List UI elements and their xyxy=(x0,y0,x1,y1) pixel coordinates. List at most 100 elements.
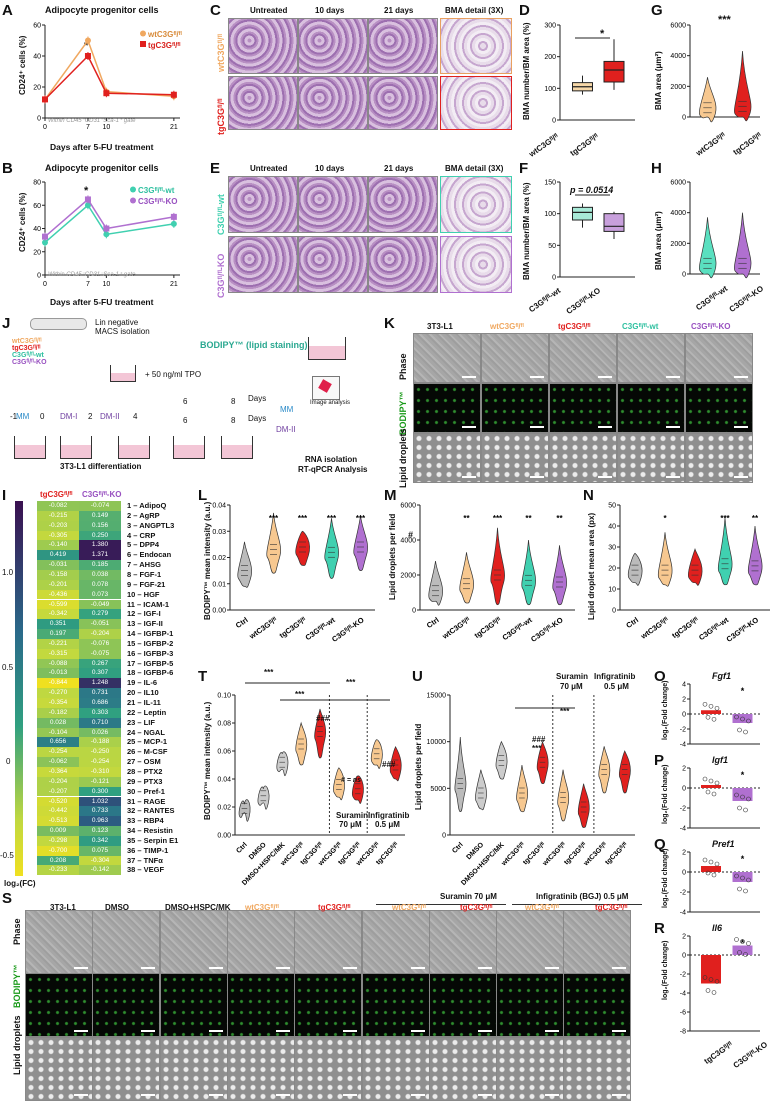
heatmap-cell: -0.201 xyxy=(37,579,79,590)
chart-t-ytick-label: 0.00 xyxy=(217,833,231,840)
s-image-bodipy xyxy=(92,973,161,1038)
chart-l-violin xyxy=(237,541,252,588)
chart-a-xtick-label: 21 xyxy=(170,124,178,131)
heatmap-row: -0.215 0.149 2 – AgRP xyxy=(37,510,160,521)
chart-h-ytick-label: 4000 xyxy=(670,210,686,217)
plate-well-icon xyxy=(308,337,346,360)
chart-f-ylabel: BMA number/BM area (%) xyxy=(522,182,531,281)
s-image-lipid xyxy=(361,1036,430,1101)
chart-o-ylabel: log₂(Fold change) xyxy=(662,680,669,741)
heatmap-row: 0.656 -0.188 25 – MCP-1 xyxy=(37,737,167,748)
chart-p-point xyxy=(711,791,717,797)
chart-p-point xyxy=(702,776,708,782)
chart-b-point xyxy=(42,239,48,246)
chart-p-bar xyxy=(701,785,721,788)
s-image-bodipy xyxy=(226,973,295,1038)
chart-b-point xyxy=(42,233,48,240)
chart-p-ytick-label: -4 xyxy=(680,826,686,833)
chart-a-title: Adipocyte progenitor cells xyxy=(45,5,159,15)
heatmap-cell: -0.298 xyxy=(37,835,79,846)
chart-p-ytick-label: -2 xyxy=(680,806,686,813)
heatmap-cell: -0.254 xyxy=(37,747,79,758)
j-t-7: 6 xyxy=(183,416,188,425)
chart-t-xtick-label: Ctrl xyxy=(235,841,249,855)
k-col-4: C3Gᶠˡ/ᶠˡ-wt xyxy=(622,322,659,331)
chart-a-legend-wt: wtC3Gᶠˡ/ᶠˡ xyxy=(148,30,182,39)
chart-t-ylabel: BODIPY™ mean intensity (a.u.) xyxy=(203,701,212,820)
panel-label-n: N xyxy=(583,487,594,504)
scale-bar xyxy=(612,1030,627,1033)
heatmap-cell: 0.686 xyxy=(79,698,121,708)
heatmap-gene-label: 29 – PTX3 xyxy=(127,776,163,786)
j-t-8: 8 xyxy=(231,416,236,425)
chart-h-ytick-label: 6000 xyxy=(670,180,686,187)
heatmap-gene-label: 3 – ANGPTL3 xyxy=(127,520,175,530)
heatmap-cell: 0.351 xyxy=(37,619,79,630)
heatmap-gene-label: 12 – IGF-I xyxy=(127,609,161,619)
s-image-bodipy xyxy=(428,973,497,1038)
chart-f-ytick-label: 100 xyxy=(544,211,556,218)
heatmap-cell: -0.140 xyxy=(37,540,79,551)
heatmap-cell: -0.844 xyxy=(37,678,79,689)
chart-u-ytick-label: 5000 xyxy=(430,786,446,793)
i-scale-4: -0.5 xyxy=(0,851,14,860)
chart-n-violin xyxy=(717,517,733,586)
panel-label-r: R xyxy=(654,920,665,937)
scale-bar xyxy=(462,476,476,478)
chart-a-ytick-label: 40 xyxy=(33,54,41,61)
chart-n-violin xyxy=(657,532,673,587)
heatmap-cell: 0.419 xyxy=(37,550,79,561)
chart-t-violin xyxy=(314,708,326,759)
chart-m-xtick-label: C3Gᶠˡ/ᶠˡ-wt xyxy=(501,615,534,642)
s-image-lipid xyxy=(428,1036,497,1101)
heatmap-cell: 1.380 xyxy=(79,540,121,551)
heatmap-cell: -0.188 xyxy=(79,737,121,748)
culture-dish-icon xyxy=(173,436,205,459)
heatmap-row: -0.298 0.342 35 – Serpin E1 xyxy=(37,835,178,846)
heatmap-row: -0.088 0.267 17 – IGFBP-5 xyxy=(37,658,173,669)
chart-b-point xyxy=(170,213,177,220)
chart-n-ytick-label: 20 xyxy=(608,566,616,573)
heatmap-gene-label: 13 – IGF-II xyxy=(127,619,163,629)
chart-n-ytick-label: 50 xyxy=(608,503,616,510)
chart-t-stars-3: *** xyxy=(346,678,356,687)
chart-d-ytick-label: 0 xyxy=(552,118,556,125)
scale-bar xyxy=(598,476,612,478)
s-image-lipid xyxy=(294,1036,363,1101)
heatmap-cell: 0.123 xyxy=(79,826,121,836)
heatmap-gene-label: 18 – IGFBP-6 xyxy=(127,668,174,678)
heatmap-cell: 0.279 xyxy=(79,609,121,620)
culture-dish-icon xyxy=(60,436,92,459)
heatmap-cell: -0.088 xyxy=(37,658,79,669)
chart-b-ytick-label: 0 xyxy=(37,273,41,280)
panel-label-k: K xyxy=(384,315,395,332)
heatmap-cell: -0.207 xyxy=(37,786,79,797)
image-analysis-icon xyxy=(312,376,340,400)
chart-b-legend-ko: C3Gᶠˡ/ᶠˡ-KO xyxy=(138,197,178,206)
chart-p-ytick-label: 0 xyxy=(682,786,686,793)
chart-u-violin xyxy=(475,769,487,811)
j-img: Image analysis xyxy=(310,400,351,406)
heatmap-row: 0.009 0.123 34 – Resistin xyxy=(37,826,173,836)
chart-f-ytick-label: 50 xyxy=(548,243,556,250)
chart-g-ylabel: BMA area (μm²) xyxy=(654,51,663,110)
heatmap-row: 0.419 1.371 6 – Endocan xyxy=(37,550,171,561)
chart-u-sur: Suramin xyxy=(556,672,589,681)
e-micrograph-ko-10d xyxy=(298,236,368,293)
heatmap-cell: 0.208 xyxy=(37,855,79,866)
heatmap-cell: 0.731 xyxy=(79,688,121,698)
heatmap-row: -0.031 0.185 7 – AHSG xyxy=(37,560,161,570)
heatmap-gene-label: 19 – IL-6 xyxy=(127,678,158,688)
heatmap-cell: -0.082 xyxy=(37,501,79,511)
heatmap-gene-label: 32 – RANTES xyxy=(127,806,175,816)
chart-r-ytick-label: -2 xyxy=(680,972,686,979)
s-image-phase xyxy=(496,910,565,974)
scale-bar xyxy=(612,967,627,969)
chart-g-ytick-label: 6000 xyxy=(670,23,686,30)
heatmap-cell: 0.009 xyxy=(37,826,79,836)
chart-q-bar xyxy=(732,872,753,882)
chart-t-violin xyxy=(333,767,345,801)
j-dm1: DM-I xyxy=(60,412,78,421)
k-col-3: tgC3Gᶠˡ/ᶠˡ xyxy=(558,322,591,331)
k-image-bodipy xyxy=(549,383,617,433)
